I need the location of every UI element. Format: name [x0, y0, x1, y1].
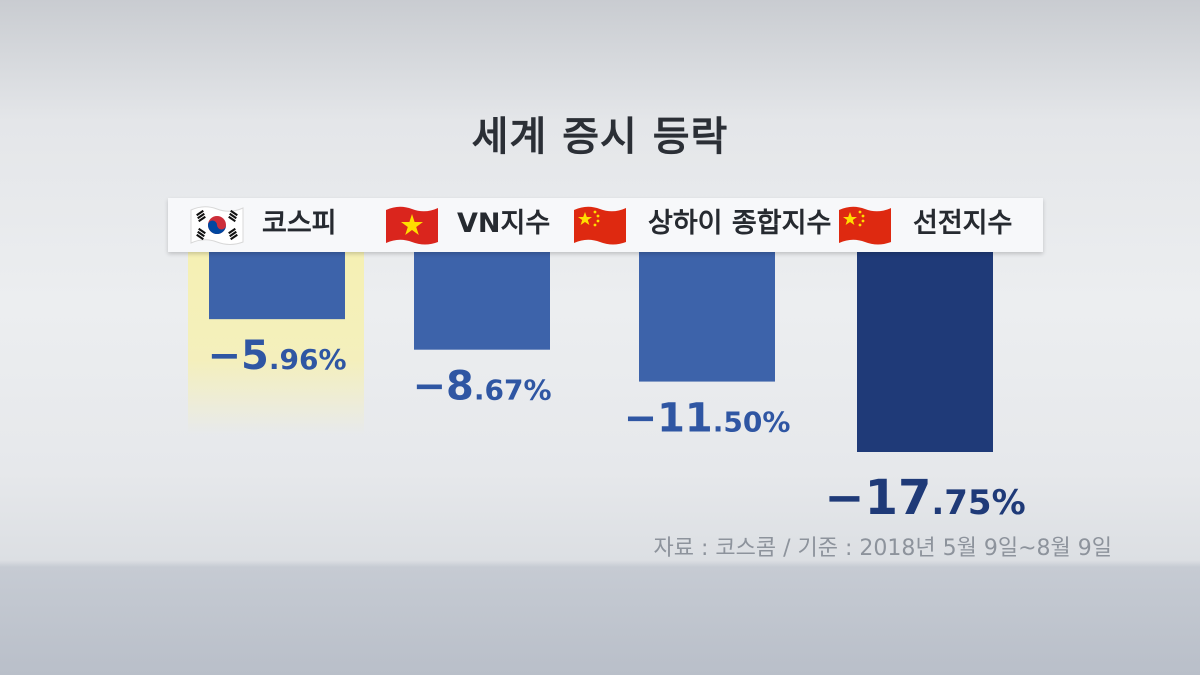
value-label-2: −11.50%	[624, 396, 791, 442]
category-label-shenzhen-index: 선전지수	[913, 208, 1013, 239]
bar-2	[639, 252, 775, 382]
category-label-kospi: 코스피	[262, 208, 337, 239]
bar-0	[209, 252, 345, 320]
chart-title: 세계 증시 등락	[471, 114, 729, 160]
bar-3	[857, 252, 993, 452]
china-flag-icon	[571, 202, 629, 248]
south-korea-flag-icon	[188, 202, 246, 248]
source-note: 자료 : 코스콤 / 기준 : 2018년 5월 9일~8월 9일	[653, 536, 1112, 561]
china-flag-icon	[836, 202, 894, 248]
value-label-3: −17.75%	[824, 470, 1025, 526]
category-label-shanghai-composite: 상하이 종합지수	[648, 208, 832, 239]
vietnam-flag-icon	[383, 202, 441, 248]
category-label-vn-index: VN지수	[457, 208, 551, 239]
value-label-1: −8.67%	[412, 364, 551, 410]
value-label-0: −5.96%	[207, 333, 346, 379]
bar-1	[414, 252, 550, 350]
